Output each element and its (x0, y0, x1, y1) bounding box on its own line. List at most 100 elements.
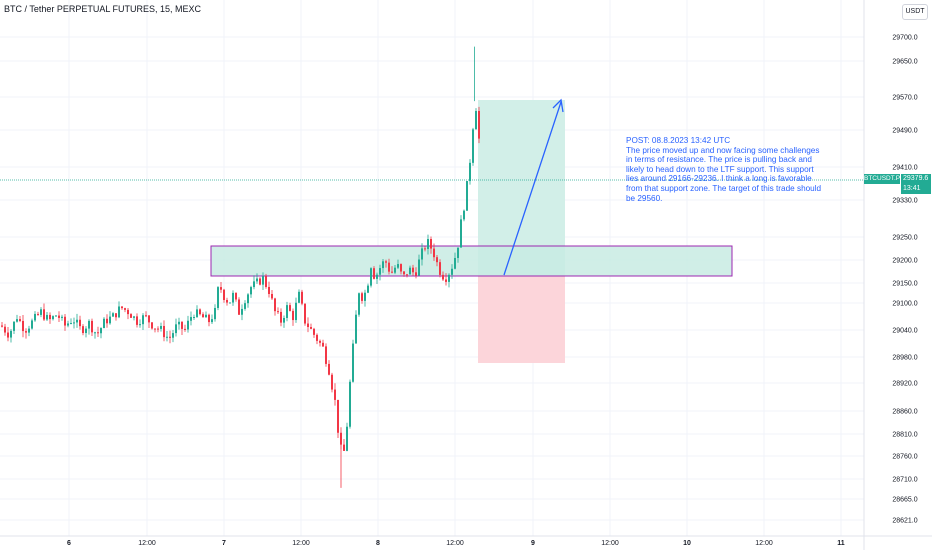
candle-body (415, 272, 417, 276)
candle-body (271, 293, 273, 299)
candle-body (61, 316, 63, 318)
y-tick-label: 28980.0 (892, 355, 917, 362)
candle-body (376, 274, 378, 279)
candle-body (283, 317, 285, 323)
candle-body (343, 444, 345, 451)
candle-body (226, 299, 228, 303)
candle-body (121, 306, 123, 309)
candle-body (460, 219, 462, 248)
candle-body (373, 268, 375, 279)
candle-body (409, 267, 411, 275)
candle-body (430, 239, 432, 249)
candle-body (139, 324, 141, 326)
candle-body (247, 294, 249, 304)
candle-body (94, 332, 96, 334)
x-tick-label: 12:00 (138, 540, 156, 547)
candle-body (166, 336, 168, 338)
candle-body (352, 343, 354, 382)
y-tick-label: 29330.0 (892, 198, 917, 205)
candle-body (436, 257, 438, 263)
candle-body (328, 363, 330, 375)
candle-body (163, 325, 165, 338)
candle-body (109, 316, 111, 324)
x-tick-label: 12:00 (601, 540, 619, 547)
candle-body (34, 313, 36, 321)
candle-body (322, 342, 324, 347)
candle-body (76, 319, 78, 323)
y-tick-label: 28920.0 (892, 381, 917, 388)
candle-body (178, 321, 180, 325)
y-tick-label: 29410.0 (892, 165, 917, 172)
candle-body (364, 292, 366, 301)
candle-body (190, 317, 192, 321)
candle-body (64, 316, 66, 326)
x-tick-label: 12:00 (292, 540, 310, 547)
bar-countdown: 13:41 (903, 185, 921, 192)
candle-body (55, 315, 57, 317)
y-tick-label: 28665.0 (892, 497, 917, 504)
candle-body (7, 332, 9, 338)
candle-body (367, 285, 369, 293)
trade-idea-note: POST: 08.8.2023 13:42 UTC The price move… (626, 136, 822, 203)
candle-body (469, 162, 471, 182)
y-tick-label: 29100.0 (892, 301, 917, 308)
candle-body (130, 314, 132, 318)
price-axis[interactable]: 29700.0 29650.0 29570.0 29490.0 29410.0 29330… (892, 35, 917, 525)
candle-body (244, 303, 246, 309)
candle-body (274, 298, 276, 312)
candle-body (463, 210, 465, 220)
y-tick-label: 29650.0 (892, 59, 917, 66)
candle-body (259, 278, 261, 285)
candle-body (79, 319, 81, 327)
candle-body (145, 315, 147, 317)
candle-body (184, 328, 186, 330)
candle-body (151, 322, 153, 329)
candle-body (181, 321, 183, 329)
candle-body (31, 320, 33, 329)
y-tick-label: 28710.0 (892, 477, 917, 484)
candle-body (67, 323, 69, 326)
candle-body (211, 319, 213, 323)
x-tick-label: 8 (376, 540, 380, 547)
y-tick-label: 28621.0 (892, 518, 917, 525)
x-tick-label: 9 (531, 540, 535, 547)
x-tick-label: 11 (837, 540, 845, 547)
candle-body (475, 111, 477, 130)
candle-body (223, 289, 225, 300)
currency-unit-button[interactable]: USDT (902, 4, 928, 20)
candle-body (19, 319, 21, 321)
candle-body (313, 328, 315, 335)
candle-body (220, 287, 222, 290)
candle-body (277, 311, 279, 313)
x-tick-label: 10 (683, 540, 691, 547)
candle-body (49, 314, 51, 320)
candle-body (289, 305, 291, 311)
candle-body (445, 279, 447, 282)
candle-body (73, 322, 75, 324)
projection-arrow (503, 101, 562, 276)
time-axis[interactable]: 6 12:00 7 12:00 8 12:00 9 12:00 10 12:00 11 (67, 540, 845, 547)
candle-body (397, 264, 399, 268)
candle-body (91, 320, 93, 333)
candle-body (25, 331, 27, 333)
candle-body (169, 336, 171, 338)
candle-body (448, 274, 450, 282)
candle-body (214, 307, 216, 320)
candle-body (304, 303, 306, 324)
y-tick-label: 29200.0 (892, 258, 917, 265)
candle-body (424, 248, 426, 250)
candle-body (160, 325, 162, 329)
arrow-head (552, 98, 564, 113)
candle-body (235, 292, 237, 300)
last-price-value: 29379.6 (903, 175, 929, 182)
candle-body (268, 286, 270, 294)
candle-body (115, 313, 117, 318)
candle-body (325, 346, 327, 364)
candle-body (199, 309, 201, 315)
candle-body (337, 399, 339, 433)
candle-body (346, 426, 348, 451)
candle-body (82, 326, 84, 334)
candle-body (400, 264, 402, 272)
